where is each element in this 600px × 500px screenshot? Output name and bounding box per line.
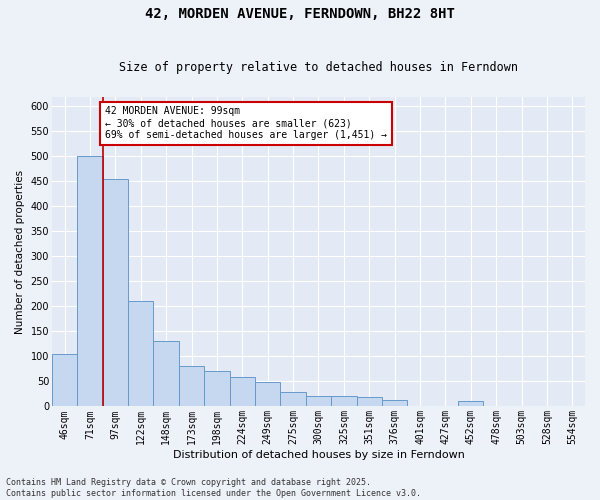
Bar xyxy=(204,372,230,406)
Bar xyxy=(52,354,77,406)
Bar xyxy=(128,302,154,406)
Bar xyxy=(458,402,484,406)
Bar xyxy=(280,392,306,406)
Text: 42 MORDEN AVENUE: 99sqm
← 30% of detached houses are smaller (623)
69% of semi-d: 42 MORDEN AVENUE: 99sqm ← 30% of detache… xyxy=(105,106,387,140)
Bar xyxy=(77,156,103,406)
Bar xyxy=(255,382,280,406)
Bar xyxy=(103,179,128,406)
Bar xyxy=(306,396,331,406)
Bar xyxy=(331,396,356,406)
Y-axis label: Number of detached properties: Number of detached properties xyxy=(15,170,25,334)
Bar xyxy=(154,342,179,406)
Text: 42, MORDEN AVENUE, FERNDOWN, BH22 8HT: 42, MORDEN AVENUE, FERNDOWN, BH22 8HT xyxy=(145,8,455,22)
Bar xyxy=(230,378,255,406)
Bar xyxy=(356,398,382,406)
Bar xyxy=(382,400,407,406)
Title: Size of property relative to detached houses in Ferndown: Size of property relative to detached ho… xyxy=(119,62,518,74)
X-axis label: Distribution of detached houses by size in Ferndown: Distribution of detached houses by size … xyxy=(173,450,464,460)
Bar xyxy=(179,366,204,406)
Text: Contains HM Land Registry data © Crown copyright and database right 2025.
Contai: Contains HM Land Registry data © Crown c… xyxy=(6,478,421,498)
